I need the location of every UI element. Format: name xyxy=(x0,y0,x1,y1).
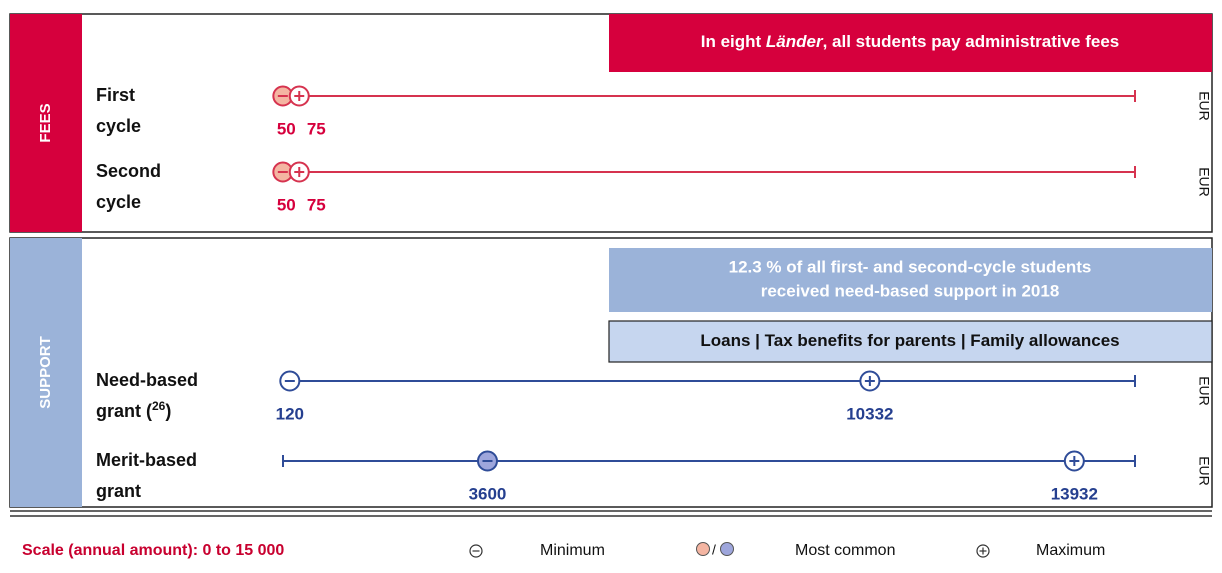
legend-label: Minimum xyxy=(540,542,605,559)
banner xyxy=(609,14,1212,72)
min-label: 120 xyxy=(276,404,304,423)
maximum-marker xyxy=(288,161,310,183)
max-label: 75 xyxy=(307,195,326,214)
row-label: grant (26) xyxy=(96,399,171,421)
banner-text: 12.3 % of all first- and second-cycle st… xyxy=(729,257,1092,276)
legend-separator: / xyxy=(712,542,716,558)
banner-text: Loans | Tax benefits for parents | Famil… xyxy=(700,331,1119,350)
minimum-marker xyxy=(279,370,301,392)
banner-text-part: In eight xyxy=(701,32,766,51)
section-strip xyxy=(10,238,82,507)
row-label-part: cycle xyxy=(96,116,141,136)
row-label-part: 26 xyxy=(152,399,166,413)
banner-text: received need-based support in 2018 xyxy=(761,281,1060,300)
row-label: Second xyxy=(96,161,161,181)
unit-label: EUR xyxy=(1196,376,1212,406)
row-label-part: grant xyxy=(96,481,141,501)
maximum-marker xyxy=(1063,450,1085,472)
max-label: 10332 xyxy=(846,404,893,423)
row-label-part: cycle xyxy=(96,192,141,212)
scale-label: Scale (annual amount): 0 to 15 000 xyxy=(22,542,284,559)
legend-label: Maximum xyxy=(1036,542,1105,559)
unit-label: EUR xyxy=(1196,91,1212,121)
row-label: cycle xyxy=(96,192,141,212)
unit-label: EUR xyxy=(1196,456,1212,486)
banner-text-part: , all students pay administrative fees xyxy=(823,32,1120,51)
row-label: Need-based xyxy=(96,370,198,390)
minimum-marker xyxy=(476,450,498,472)
min-label: 50 xyxy=(277,119,296,138)
maximum-marker xyxy=(288,85,310,107)
section-name: FEES xyxy=(37,103,54,142)
legend-symbol xyxy=(696,542,710,556)
row-label: cycle xyxy=(96,116,141,136)
legend-label: Most common xyxy=(795,542,895,559)
row-label: First xyxy=(96,85,135,105)
row-label: Merit-based xyxy=(96,450,197,470)
min-label: 3600 xyxy=(469,484,507,503)
maximum-marker xyxy=(859,370,881,392)
min-label: 50 xyxy=(277,195,296,214)
row-label: grant xyxy=(96,481,141,501)
banner-text: In eight Länder, all students pay admini… xyxy=(701,32,1120,51)
row-label-part: ) xyxy=(165,401,171,421)
max-label: 75 xyxy=(307,119,326,138)
max-label: 13932 xyxy=(1051,484,1098,503)
section-name: SUPPORT xyxy=(37,336,54,409)
banner xyxy=(608,320,1213,363)
row-label-part: grant ( xyxy=(96,401,152,421)
legend-symbol xyxy=(720,542,734,556)
banner xyxy=(609,248,1212,312)
banner-text-part: Länder xyxy=(766,32,824,51)
unit-label: EUR xyxy=(1196,167,1212,197)
section-strip xyxy=(10,14,82,232)
